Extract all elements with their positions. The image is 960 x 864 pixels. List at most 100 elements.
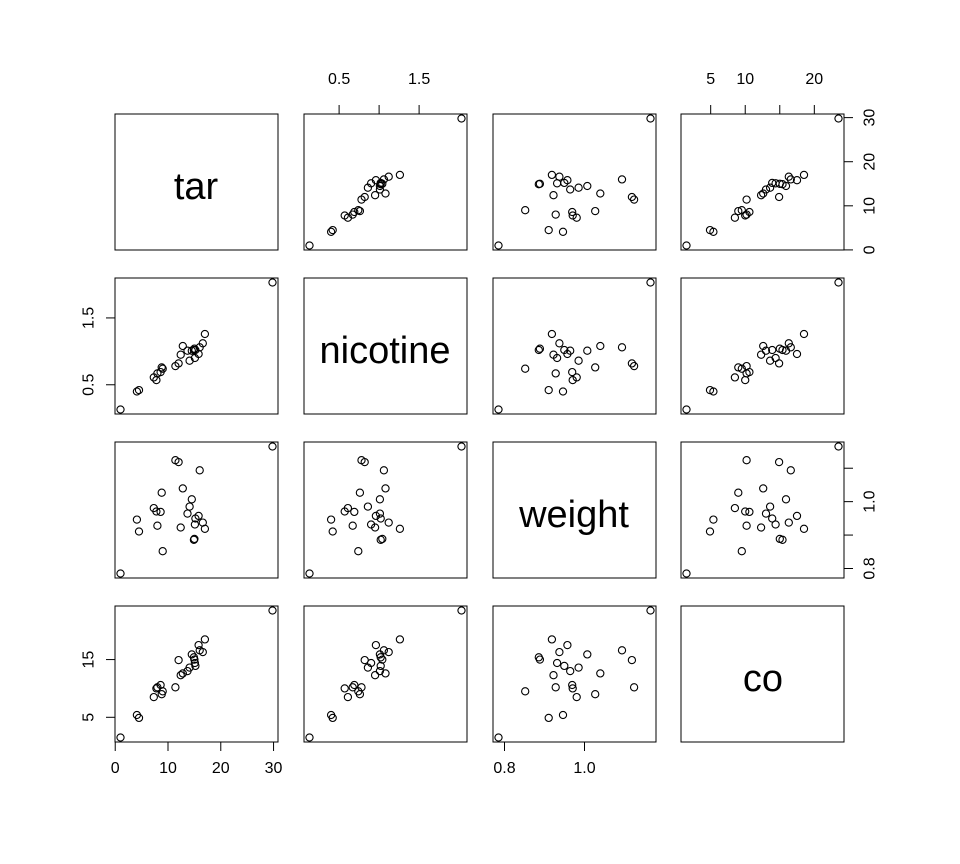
point-nicotine-vs-weight-2: [646, 278, 655, 287]
point-nicotine-vs-weight-23: [560, 345, 569, 355]
point-weight-vs-tar-10: [183, 509, 192, 518]
point-weight-vs-co-0: [765, 502, 775, 511]
point-nicotine-vs-co-18: [792, 349, 802, 359]
point-nicotine-vs-weight-22: [568, 367, 577, 377]
panel-tar-tar: [114, 113, 279, 251]
point-tar-vs-weight-1: [617, 175, 627, 184]
point-weight-vs-co-23: [768, 514, 777, 523]
point-tar-vs-co-18: [792, 176, 802, 185]
point-nicotine-vs-tar-4: [132, 387, 142, 396]
point-nicotine-vs-weight-11: [552, 353, 562, 363]
point-co-vs-weight-0: [574, 663, 583, 672]
point-co-vs-weight-19: [544, 713, 553, 723]
point-tar-vs-weight-15: [494, 241, 503, 250]
point-weight-vs-nicotine-23: [376, 514, 385, 523]
point-weight-vs-tar-17: [178, 484, 187, 493]
point-weight-vs-co-9: [778, 535, 787, 544]
point-weight-vs-co-22: [745, 507, 754, 517]
point-tar-vs-weight-11: [552, 179, 562, 188]
point-co-vs-weight-15: [494, 733, 503, 742]
point-tar-vs-weight-12: [568, 211, 577, 220]
point-weight-vs-tar-0: [185, 502, 194, 511]
point-weight-vs-co-8: [784, 518, 793, 527]
point-nicotine-vs-weight-16: [547, 329, 557, 339]
point-nicotine-vs-tar-19: [134, 385, 144, 395]
x-axis-weight-tick-label: 0.8: [493, 760, 515, 777]
point-weight-vs-co-19: [705, 527, 715, 536]
panel-nicotine-co: [680, 277, 845, 415]
point-co-vs-weight-16: [547, 635, 557, 644]
point-weight-vs-co-24: [774, 457, 784, 467]
point-weight-vs-co-2: [834, 442, 843, 451]
point-co-vs-tar-23: [191, 661, 200, 671]
point-nicotine-vs-tar-8: [198, 339, 207, 348]
point-nicotine-vs-weight-21: [572, 373, 581, 382]
point-weight-vs-co-3: [742, 521, 751, 530]
point-weight-vs-tar-2: [268, 442, 277, 451]
point-weight-vs-co-20: [781, 495, 791, 504]
point-weight-vs-co-16: [799, 524, 809, 533]
point-co-vs-tar-7: [176, 671, 185, 680]
point-weight-vs-co-11: [771, 520, 780, 529]
point-tar-vs-nicotine-14: [354, 206, 363, 215]
point-co-vs-nicotine-8: [384, 647, 393, 657]
point-tar-vs-nicotine-16: [395, 170, 405, 180]
y-axis-nicotine-tick-label: 1.5: [81, 307, 98, 329]
point-co-vs-nicotine-23: [376, 661, 385, 671]
x-axis-tar-tick-label: 30: [265, 760, 283, 777]
point-tar-vs-nicotine-2: [457, 114, 466, 123]
point-co-vs-weight-13: [629, 683, 639, 692]
point-co-vs-tar-10: [183, 666, 192, 676]
point-weight-vs-nicotine-10: [375, 509, 385, 518]
point-tar-vs-co-19: [705, 225, 715, 235]
point-nicotine-vs-weight-24: [627, 359, 637, 368]
point-co-vs-nicotine-1: [379, 646, 389, 655]
point-co-vs-tar-21: [149, 692, 158, 702]
point-co-vs-tar-20: [187, 650, 196, 659]
point-weight-vs-tar-11: [190, 520, 200, 529]
right-axis-tar-tick-label: 30: [862, 109, 879, 127]
diag-label-tar: tar: [174, 166, 219, 208]
point-nicotine-vs-weight-3: [551, 369, 560, 378]
point-nicotine-vs-tar-7: [176, 350, 185, 359]
point-co-vs-weight-11: [552, 658, 562, 668]
point-tar-vs-co-3: [742, 210, 751, 219]
point-weight-vs-tar-15: [116, 569, 125, 578]
point-co-vs-weight-18: [563, 640, 572, 650]
point-nicotine-vs-co-19: [705, 385, 715, 395]
point-tar-vs-nicotine-19: [328, 225, 337, 235]
point-weight-vs-nicotine-0: [363, 502, 373, 511]
x-axis-weight-tick-label: 1.0: [573, 760, 595, 777]
point-nicotine-vs-tar-22: [156, 367, 165, 377]
right-axis-tar-tick-label: 10: [862, 197, 879, 215]
point-nicotine-vs-tar-0: [185, 356, 194, 365]
point-tar-vs-nicotine-24: [360, 192, 369, 202]
point-tar-vs-nicotine-22: [350, 207, 359, 217]
point-weight-vs-tar-7: [176, 523, 185, 532]
point-co-vs-weight-4: [558, 710, 568, 720]
point-tar-vs-weight-24: [627, 192, 637, 202]
point-tar-vs-weight-10: [566, 185, 575, 194]
point-nicotine-vs-co-17: [759, 341, 768, 351]
point-tar-vs-co-14: [737, 206, 746, 215]
right-axis-tar-tick-label: 0: [862, 245, 879, 254]
point-weight-vs-nicotine-21: [343, 503, 353, 513]
point-co-vs-tar-16: [200, 635, 210, 644]
point-nicotine-vs-co-14: [737, 364, 746, 373]
point-tar-vs-weight-3: [551, 210, 560, 219]
point-nicotine-vs-co-12: [741, 375, 750, 385]
x-axis-tar-tick-label: 0: [111, 760, 120, 777]
point-weight-vs-nicotine-20: [375, 495, 385, 504]
point-tar-vs-weight-4: [558, 227, 568, 236]
point-nicotine-vs-tar-23: [191, 345, 200, 355]
point-weight-vs-nicotine-2: [457, 442, 466, 451]
point-tar-vs-weight-14: [521, 206, 530, 215]
point-weight-vs-tar-4: [132, 515, 142, 524]
point-co-vs-nicotine-17: [381, 669, 390, 678]
point-weight-vs-nicotine-15: [305, 569, 314, 578]
point-tar-vs-co-24: [774, 192, 784, 202]
point-weight-vs-tar-14: [158, 547, 167, 556]
point-nicotine-vs-tar-6: [157, 363, 166, 372]
point-weight-vs-co-15: [682, 569, 691, 578]
point-nicotine-vs-weight-6: [591, 363, 600, 372]
